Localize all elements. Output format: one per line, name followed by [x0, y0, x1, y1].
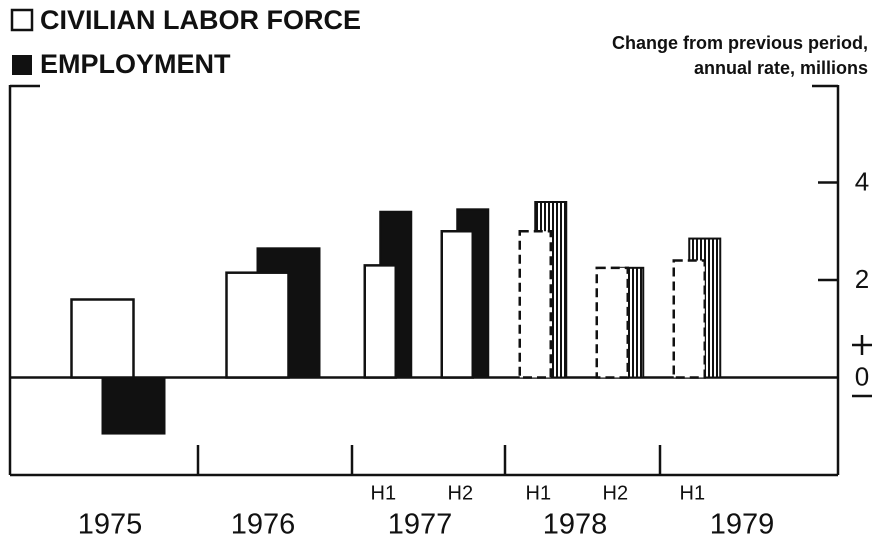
x-tick-label: H2 — [448, 482, 474, 504]
x-tick-label: H2 — [603, 482, 629, 504]
bar — [672, 259, 706, 379]
y-tick-label: 2 — [855, 264, 869, 294]
bar — [440, 230, 474, 379]
bar — [595, 266, 629, 379]
y-tick-label: 0 — [855, 361, 869, 391]
bar — [363, 264, 397, 379]
x-group-label: 1977 — [388, 509, 453, 541]
bar — [225, 271, 290, 379]
bar — [101, 376, 166, 435]
legend-label: CIVILIAN LABOR FORCE — [40, 5, 361, 35]
x-group-label: 1975 — [78, 509, 143, 541]
axis-label: Change from previous period, — [612, 33, 868, 53]
legend-swatch — [10, 8, 34, 32]
axis-label: annual rate, millions — [694, 58, 868, 78]
legend-label: EMPLOYMENT — [40, 49, 231, 79]
x-tick-label: H1 — [371, 482, 397, 504]
bar — [518, 230, 552, 379]
x-tick-label: H1 — [680, 482, 706, 504]
y-tick-label: 4 — [855, 166, 869, 196]
x-tick-label: H1 — [526, 482, 552, 504]
bar — [70, 298, 135, 379]
x-group-label: 1978 — [543, 509, 608, 541]
legend-swatch — [12, 55, 32, 75]
x-group-label: 1976 — [231, 509, 296, 541]
x-group-label: 1979 — [710, 509, 775, 541]
